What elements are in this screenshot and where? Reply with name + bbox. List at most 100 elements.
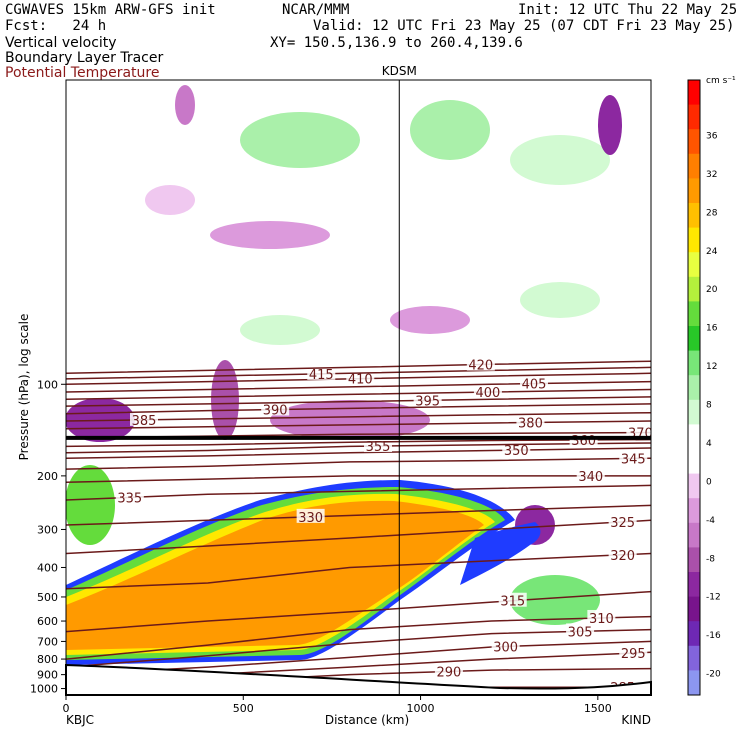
theta-label-bg [466, 356, 495, 371]
theta-label-bg [619, 450, 648, 465]
plot-frame [65, 79, 652, 696]
w-upward-region [510, 135, 610, 185]
colorbar-swatch [688, 80, 700, 106]
y-tick-label: 400 [37, 561, 58, 574]
y-tick-label: 100 [37, 378, 58, 391]
theta-label-bg [576, 467, 605, 482]
colorbar-label: 28 [706, 208, 718, 218]
colorbar: 36 32 28 24 20 16 12 8 4 0 -4 -8 -12 -16 -20 [687, 79, 721, 696]
theta-label-bg [626, 424, 651, 439]
theta-contour-305 [66, 628, 651, 668]
valid-time: Valid: 12 UTC Fri 23 May 25 (07 CDT Fri … [313, 18, 735, 34]
colorbar-swatch [688, 399, 700, 425]
colorbar-label: -16 [706, 631, 721, 641]
x-tick-label: 0 [63, 702, 70, 715]
theta-label-bg [566, 623, 595, 638]
colorbar-swatch [688, 350, 700, 376]
w-upward-region [240, 315, 320, 345]
y-tick-label: 200 [37, 470, 58, 483]
cross-section-endpoints: XY= 150.5,136.9 to 260.4,139.6 [270, 35, 523, 51]
theta-contour-330 [66, 504, 651, 526]
x-axis-title: Distance (km) [325, 713, 409, 727]
terrain [65, 663, 652, 696]
theta-contour-320 [66, 552, 651, 590]
theta-label-bg [587, 609, 616, 624]
theta-label-330: 330 [298, 511, 323, 526]
station-kdsm: KDSM [382, 64, 417, 78]
field-vertical-velocity: Vertical velocity [5, 35, 117, 51]
colorbar-swatch [688, 129, 700, 155]
theta-label-290: 290 [436, 665, 461, 680]
colorbar-label: 36 [706, 131, 718, 141]
theta-contour-400 [66, 388, 651, 401]
theta-label-320: 320 [610, 549, 635, 564]
theta-label-bg [130, 411, 158, 426]
colorbar-swatch [688, 498, 700, 524]
theta-label-bg [261, 401, 290, 416]
w-downward-region [390, 306, 470, 334]
theta-label-bg [346, 370, 375, 385]
y-tick-label: 800 [37, 653, 58, 666]
w-downward-region [270, 400, 430, 440]
theta-contour-345 [66, 457, 651, 470]
theta-contour-350 [66, 447, 651, 459]
theta-label-bg [434, 663, 463, 678]
theta-contour-390 [66, 403, 651, 415]
w-upward-region [410, 100, 490, 160]
theta-label-bg [491, 638, 520, 653]
station-kbjc: KBJC [66, 713, 94, 727]
y-tick-label: 500 [37, 591, 58, 604]
colorbar-label: -8 [706, 554, 715, 564]
colorbar-swatch [688, 473, 700, 499]
station-kind: KIND [621, 713, 651, 727]
colorbar-swatch [688, 153, 700, 179]
theta-contour-420 [66, 360, 651, 375]
y-tick-label: 700 [37, 635, 58, 648]
theta-label-310: 310 [589, 612, 614, 627]
theta-contour-335 [66, 484, 651, 501]
theta-label-bg [619, 645, 648, 660]
theta-contour-380 [66, 420, 651, 430]
theta-label-300: 300 [493, 640, 518, 655]
colorbar-label: 24 [706, 247, 718, 257]
theta-contour-385 [66, 411, 651, 422]
colorbar-swatch [688, 522, 700, 548]
y-tick-label: 1000 [30, 683, 58, 696]
colorbar-swatch [688, 104, 700, 130]
colorbar-label: -4 [706, 516, 715, 526]
theta-contour-415 [66, 366, 651, 380]
colorbar-label: 20 [706, 285, 718, 295]
theta-contour-315 [66, 590, 651, 633]
y-tick-label: 600 [37, 615, 58, 628]
colorbar-swatch [688, 547, 700, 573]
y-axis-title: Pressure (hPa), log scale [17, 314, 31, 461]
colorbar-label: 0 [706, 477, 712, 487]
init-time: Init: 12 UTC Thu 22 May 25 [518, 2, 738, 18]
colorbar-swatch [688, 227, 700, 253]
colorbar-swatch [688, 621, 700, 647]
colorbar-swatch [688, 326, 700, 352]
colorbar-swatch [688, 596, 700, 622]
colorbar-label: 16 [706, 324, 718, 334]
w-upward-region [66, 465, 115, 545]
theta-label-350: 350 [504, 444, 529, 459]
theta-label-bg [307, 365, 336, 380]
w-downward-region [145, 185, 195, 215]
field-boundary-layer-tracer: Boundary Layer Tracer [5, 50, 164, 66]
colorbar-swatch [688, 645, 700, 671]
theta-label-305: 305 [568, 625, 593, 640]
colorbar-swatch [688, 375, 700, 401]
theta-contour-395 [66, 396, 651, 407]
theta-label-410: 410 [348, 373, 373, 388]
colorbar-swatch [688, 449, 700, 475]
theta-label-bg [608, 546, 637, 561]
theta-label-bg [473, 384, 502, 399]
colorbar-label: 12 [706, 362, 717, 372]
theta-contour-325 [66, 519, 651, 555]
theta-label-345: 345 [621, 452, 646, 467]
colorbar-frame [687, 79, 701, 696]
theta-label-415: 415 [309, 368, 334, 383]
field-potential-temperature: Potential Temperature [5, 65, 160, 81]
